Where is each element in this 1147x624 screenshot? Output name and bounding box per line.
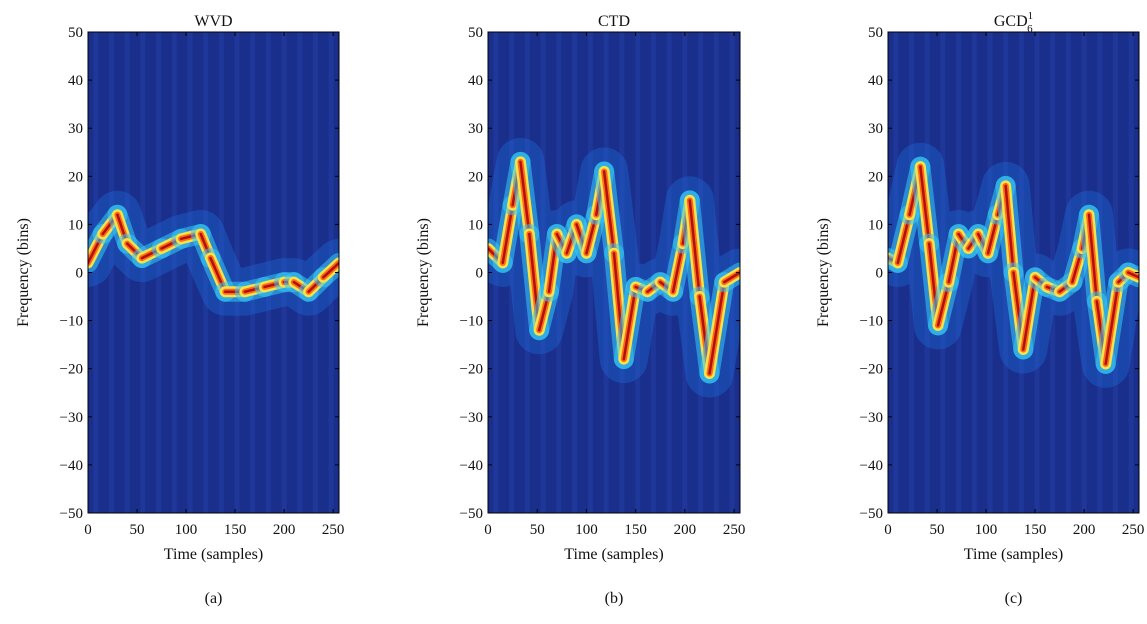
x-tick-label: 50 bbox=[530, 522, 545, 538]
y-axis-label: Frequency (bins) bbox=[815, 218, 832, 327]
chart-title: WVD bbox=[194, 13, 232, 30]
y-tick-label: 20 bbox=[68, 169, 83, 185]
y-tick-label: −10 bbox=[860, 314, 883, 330]
x-tick-label: 150 bbox=[624, 522, 647, 538]
x-tick-label: 200 bbox=[1073, 522, 1096, 538]
x-tick-label: 250 bbox=[322, 522, 345, 538]
chart-title: CTD bbox=[598, 13, 630, 30]
x-tick-label: 250 bbox=[1122, 522, 1145, 538]
heatmap-content bbox=[488, 32, 740, 513]
y-tick-label: 40 bbox=[868, 73, 883, 89]
y-tick-label: −50 bbox=[460, 506, 483, 522]
x-axis-label: Time (samples) bbox=[564, 546, 663, 563]
y-tick-label: 50 bbox=[468, 25, 483, 41]
y-tick-label: 20 bbox=[868, 169, 883, 185]
x-tick-label: 100 bbox=[975, 522, 998, 538]
ridge-peak bbox=[1104, 280, 1120, 366]
y-axis-label: Frequency (bins) bbox=[15, 218, 32, 327]
y-tick-label: 0 bbox=[476, 266, 484, 282]
x-tick-label: 150 bbox=[1024, 522, 1047, 538]
y-tick-label: 40 bbox=[68, 73, 83, 89]
y-tick-label: 0 bbox=[76, 266, 84, 282]
heatmap-content bbox=[88, 32, 339, 513]
x-tick-label: 0 bbox=[84, 522, 92, 538]
ridge-peak bbox=[322, 261, 339, 279]
x-tick-label: 0 bbox=[884, 522, 892, 538]
ridge-peak bbox=[602, 170, 616, 255]
y-tick-label: −10 bbox=[60, 314, 83, 330]
title-subscript: 6 bbox=[1027, 23, 1033, 35]
x-axis-label: Time (samples) bbox=[964, 546, 1063, 563]
x-tick-label: 150 bbox=[224, 522, 247, 538]
ridge-peak bbox=[919, 165, 931, 245]
y-tick-label: 10 bbox=[468, 217, 483, 233]
y-tick-label: 10 bbox=[68, 217, 83, 233]
chart-a: 0 50 100 150 200 250 −50 −40 −30 −20 −10 0 10 20 30 40 5… bbox=[15, 13, 344, 607]
y-tick-label: 10 bbox=[868, 217, 883, 233]
chart-c: 0 50 100 150 200 250 −50 −40 −30 −20 −10 0 10 20 30 40 5… bbox=[815, 10, 1144, 607]
y-tick-label: −40 bbox=[60, 458, 83, 474]
ridge-peak bbox=[708, 280, 726, 375]
panel-caption: (a) bbox=[205, 590, 223, 607]
y-tick-label: −20 bbox=[60, 362, 83, 378]
ridge-peak bbox=[688, 199, 701, 298]
x-tick-label: 200 bbox=[674, 522, 697, 538]
y-tick-label: −30 bbox=[860, 410, 883, 426]
y-tick-label: 50 bbox=[868, 25, 883, 41]
y-tick-label: 30 bbox=[468, 121, 483, 137]
x-tick-label: 50 bbox=[930, 522, 945, 538]
title-superscript: 1 bbox=[1028, 10, 1034, 22]
y-tick-label: 20 bbox=[468, 169, 483, 185]
y-tick-label: −50 bbox=[60, 506, 83, 522]
ridge-peak bbox=[1004, 184, 1015, 274]
x-axis-label: Time (samples) bbox=[164, 546, 263, 563]
y-tick-label: −30 bbox=[460, 410, 483, 426]
y-tick-label: 30 bbox=[68, 121, 83, 137]
ridge-peak bbox=[723, 271, 740, 284]
x-tick-label: 250 bbox=[723, 522, 746, 538]
y-tick-label: −50 bbox=[860, 506, 883, 522]
y-tick-label: 0 bbox=[876, 266, 884, 282]
ridge-peak bbox=[519, 160, 531, 236]
y-tick-label: −30 bbox=[60, 410, 83, 426]
y-tick-label: −40 bbox=[460, 458, 483, 474]
chart-b: 0 50 100 150 200 250 −50 −40 −30 −20 −10 0 10 20 30 40 5… bbox=[415, 13, 745, 607]
y-tick-label: −10 bbox=[460, 314, 483, 330]
x-tick-label: 50 bbox=[130, 522, 145, 538]
x-tick-label: 0 bbox=[484, 522, 492, 538]
chart-title: GCD1 6 bbox=[994, 10, 1033, 35]
ridge-peak bbox=[1087, 213, 1099, 303]
x-tick-label: 200 bbox=[273, 522, 296, 538]
y-tick-label: 50 bbox=[68, 25, 83, 41]
y-tick-label: 40 bbox=[468, 73, 483, 89]
panel-caption: (c) bbox=[1005, 590, 1023, 607]
x-tick-label: 100 bbox=[175, 522, 198, 538]
panel-caption: (b) bbox=[605, 590, 624, 607]
ridge-peak bbox=[1126, 271, 1139, 279]
ridge-peak bbox=[1022, 276, 1037, 351]
y-tick-label: −20 bbox=[860, 362, 883, 378]
heatmap-content bbox=[888, 32, 1139, 513]
y-tick-label: 30 bbox=[868, 121, 883, 137]
y-tick-label: −20 bbox=[460, 362, 483, 378]
y-tick-label: −40 bbox=[860, 458, 883, 474]
ridge-peak bbox=[622, 285, 637, 361]
y-axis-label: Frequency (bins) bbox=[415, 218, 432, 327]
x-tick-label: 100 bbox=[575, 522, 598, 538]
